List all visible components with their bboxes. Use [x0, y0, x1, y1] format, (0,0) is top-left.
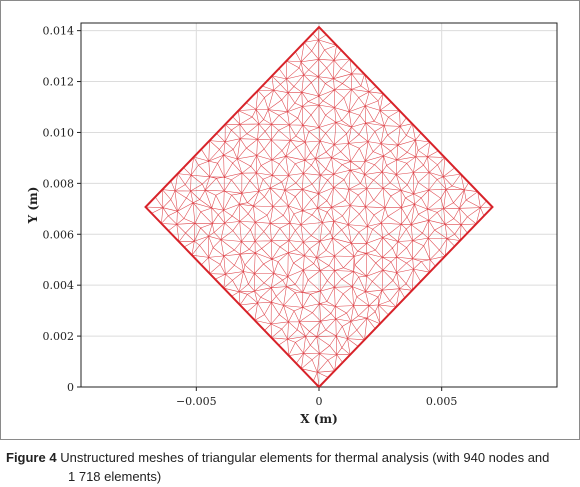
domain-outline	[144, 25, 494, 389]
y-tick-label: 0.012	[43, 76, 75, 89]
figure-caption: Figure 4 Unstructured meshes of triangul…	[6, 448, 576, 486]
mesh-plot: −0.005 0 0.005 0 0.002 0.004 0.006 0.008 0.010 0.…	[26, 22, 558, 426]
x-tick-label: 0.005	[426, 395, 458, 408]
y-tick-label: 0.004	[43, 279, 75, 292]
figure-frame: −0.005 0 0.005 0 0.002 0.004 0.006 0.008 0.010 0.…	[0, 0, 580, 440]
caption-text-line1: Unstructured meshes of triangular elemen…	[60, 450, 550, 465]
y-tick-label: 0.014	[43, 25, 75, 38]
x-axis-label: X (m)	[300, 412, 338, 426]
caption-text-line2: 1 718 elements)	[68, 469, 162, 484]
y-tick-label: 0.008	[43, 177, 75, 190]
y-tick-label: 0.002	[43, 330, 75, 343]
y-tick-label: 0	[67, 381, 74, 394]
y-tick-label: 0.006	[43, 228, 75, 241]
x-tick-label: 0	[316, 395, 323, 408]
y-tick-label: 0.010	[43, 126, 75, 139]
caption-figure-label: Figure 4	[6, 450, 57, 465]
tick-marks: −0.005 0 0.005 0 0.002 0.004 0.006 0.008 0.010 0.…	[43, 25, 458, 408]
x-tick-label: −0.005	[176, 395, 217, 408]
y-axis-label: Y (m)	[26, 187, 40, 225]
